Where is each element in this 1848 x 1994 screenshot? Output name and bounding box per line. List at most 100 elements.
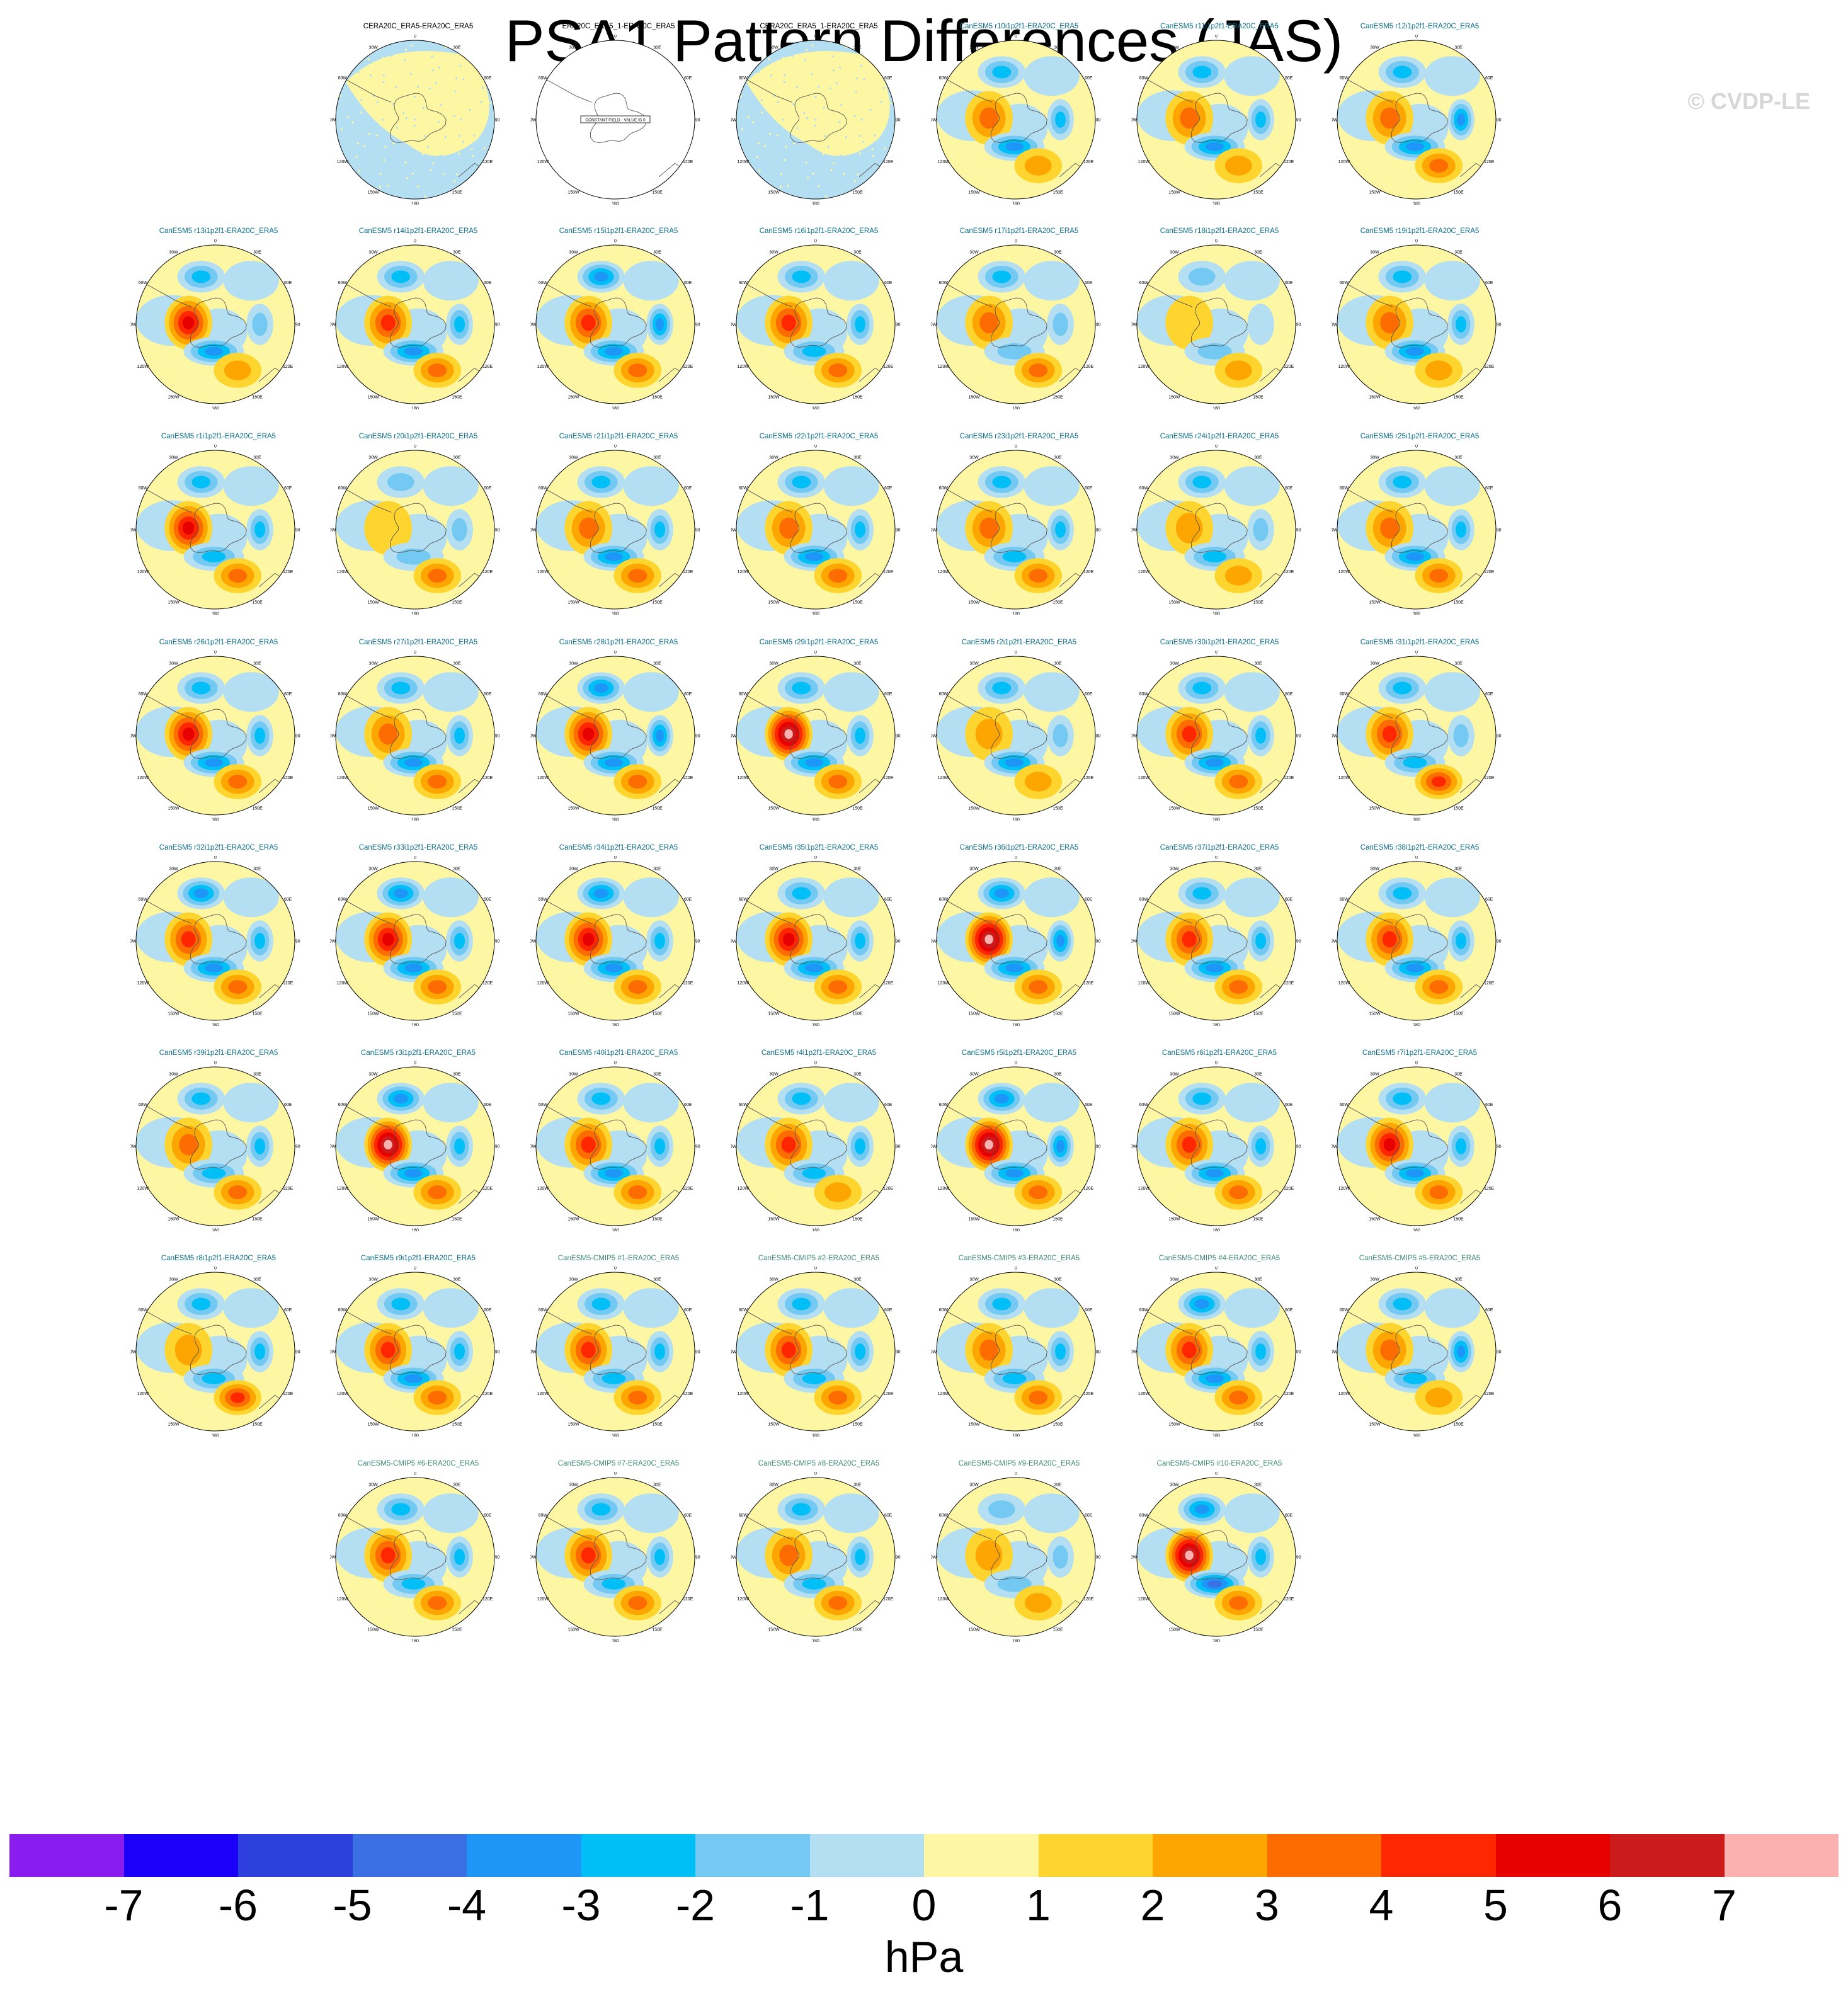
anomaly-center-b xyxy=(1194,1299,1209,1309)
longitude-label: 150E xyxy=(1253,191,1263,195)
longitude-label: 90W xyxy=(1332,528,1338,533)
longitude-label: 30W xyxy=(368,867,378,871)
antarctica-coastline xyxy=(990,1325,1047,1375)
polar-stereographic-map: 0 30E 60E 90E 120E 150E 180 150W 120W 90W 60W 30W xyxy=(530,1267,700,1437)
longitude-label: 120W xyxy=(137,570,149,574)
longitude-label: 120W xyxy=(537,776,549,780)
anomaly-center-e xyxy=(855,1549,865,1565)
anomaly-center-e xyxy=(1456,316,1466,333)
anomaly-center-e xyxy=(1247,304,1274,345)
map-panel-title: CanESM5 r27i1p2f1-ERA20C_ERA5 xyxy=(358,639,478,646)
anomaly-center-e xyxy=(1456,1138,1466,1154)
polar-stereographic-map: 0 30E 60E 90E 120E 150E 180 150W 120W 90W 60W 30W xyxy=(130,1267,300,1437)
south-america-coastline xyxy=(339,1307,392,1335)
antarctica-coastline xyxy=(790,297,847,348)
polar-stereographic-map: 0 30E 60E 90E 120E 150E 180 150W 120W 90W 60W 30W xyxy=(731,1472,901,1642)
longitude-label: 180 xyxy=(812,612,819,615)
map-panel-title: CanESM5 r23i1p2f1-ERA20C_ERA5 xyxy=(959,433,1079,440)
longitude-label: 60W xyxy=(939,1308,949,1313)
longitude-label: 60E xyxy=(884,1103,893,1107)
longitude-label: 120W xyxy=(1138,570,1150,574)
anomaly-center-c xyxy=(1406,1168,1424,1178)
longitude-label: 120W xyxy=(537,981,549,986)
south-america-coastline xyxy=(540,486,592,513)
longitude-label: 60E xyxy=(484,692,492,697)
longitude-label: 120W xyxy=(938,1597,950,1602)
longitude-label: 0 xyxy=(1215,35,1218,39)
map-panel-title: CanESM5 r32i1p2f1-ERA20C_ERA5 xyxy=(159,844,278,852)
colorbar-swatch xyxy=(1610,1834,1725,1877)
longitude-label: 60W xyxy=(1139,897,1149,902)
south-america-coastline xyxy=(339,692,392,719)
antarctica-coastline xyxy=(1190,914,1248,964)
south-america-coastline xyxy=(1341,1307,1393,1335)
background-anomaly xyxy=(423,261,479,301)
longitude-label: 90W xyxy=(1332,1145,1338,1149)
anomaly-center-a xyxy=(581,314,596,331)
longitude-label: 60E xyxy=(284,281,292,285)
longitude-label: 30E xyxy=(653,1277,661,1282)
longitude-label: 60W xyxy=(1139,281,1149,285)
longitude-label: 120W xyxy=(1138,776,1150,780)
anomaly-center-a xyxy=(784,729,793,739)
antarctica-coastline xyxy=(389,914,447,964)
longitude-label: 180 xyxy=(1413,407,1420,410)
polar-stereographic-map: 0 30E 60E 90E 120E 150E 180 150W 120W 90W 60W 30W xyxy=(1131,856,1301,1026)
map-border xyxy=(335,40,495,200)
longitude-label: 150E xyxy=(1453,1217,1464,1222)
longitude-label: 90W xyxy=(330,528,336,533)
anomaly-center-a xyxy=(364,501,412,555)
south-america-coastline xyxy=(339,486,392,513)
longitude-label: 90W xyxy=(130,940,137,944)
longitude-label: 60E xyxy=(684,1103,692,1107)
anomaly-center-e xyxy=(654,1138,665,1154)
map-border xyxy=(1337,450,1497,610)
longitude-label: 30E xyxy=(1054,250,1062,254)
anomaly-center-c xyxy=(805,552,823,561)
anomaly-center-c xyxy=(805,758,823,767)
south-america-coastline xyxy=(1341,1102,1393,1129)
anomaly-center-a xyxy=(1175,513,1203,544)
longitude-label: 90E xyxy=(295,528,300,533)
anomaly-center-c xyxy=(205,758,223,767)
constant-field-box xyxy=(580,115,651,123)
south-america-coastline xyxy=(540,280,592,307)
anomaly-center-a xyxy=(1380,517,1400,539)
map-panel: CanESM5 r15i1p2f1-ERA20C_ERA5 0 30E 60E 90E 1… xyxy=(524,227,713,422)
anomaly-center-d xyxy=(828,1391,848,1404)
longitude-label: 30E xyxy=(453,1483,461,1487)
anomaly-center-c xyxy=(401,1578,426,1590)
longitude-label: 0 xyxy=(1015,445,1017,449)
longitude-label: 120W xyxy=(537,1392,549,1396)
anomaly-center-a xyxy=(581,1136,596,1153)
colorbar-swatch xyxy=(123,1834,238,1877)
background-anomaly xyxy=(1024,261,1080,301)
longitude-label: 150W xyxy=(568,601,579,605)
antarctica-coastline xyxy=(590,1325,647,1375)
anomaly-center-e xyxy=(1456,933,1466,949)
polar-stereographic-map: 0 30E 60E 90E 120E 150E 180 150W 120W 90W 60W 30W xyxy=(530,1472,700,1642)
longitude-label: 120W xyxy=(537,570,549,574)
anomaly-center-b xyxy=(1393,887,1412,900)
antarctica-coastline xyxy=(590,503,647,553)
longitude-label: 30E xyxy=(1054,455,1062,460)
longitude-label: 90W xyxy=(1332,118,1338,123)
anomaly-center-c xyxy=(1207,1580,1223,1588)
map-panel: CanESM5 r34i1p2f1-ERA20C_ERA5 0 30E 60E 90E 1… xyxy=(524,843,713,1039)
anomaly-center-e xyxy=(654,933,665,949)
anomaly-center-c xyxy=(1403,756,1427,768)
map-panel-title: CanESM5 r10i1p2f1-ERA20C_ERA5 xyxy=(959,23,1079,30)
map-panel-title: CanESM5 r35i1p2f1-ERA20C_ERA5 xyxy=(759,844,879,852)
anomaly-center-d xyxy=(1429,1185,1449,1199)
longitude-label: 90E xyxy=(495,1556,500,1560)
south-america-coastline xyxy=(140,486,192,513)
map-panel: CanESM5 r25i1p2f1-ERA20C_ERA5 0 30E 60E 90E 1… xyxy=(1325,432,1514,627)
anomaly-center-e xyxy=(254,1138,265,1154)
anomaly-center-a xyxy=(380,1547,396,1564)
colorbar-tick-label: -4 xyxy=(447,1881,487,1930)
longitude-label: 60E xyxy=(884,76,893,81)
longitude-label: 60E xyxy=(884,1308,893,1313)
longitude-label: 120E xyxy=(1083,1392,1094,1396)
background-anomaly xyxy=(223,672,279,712)
anomaly-center-a xyxy=(582,932,595,946)
